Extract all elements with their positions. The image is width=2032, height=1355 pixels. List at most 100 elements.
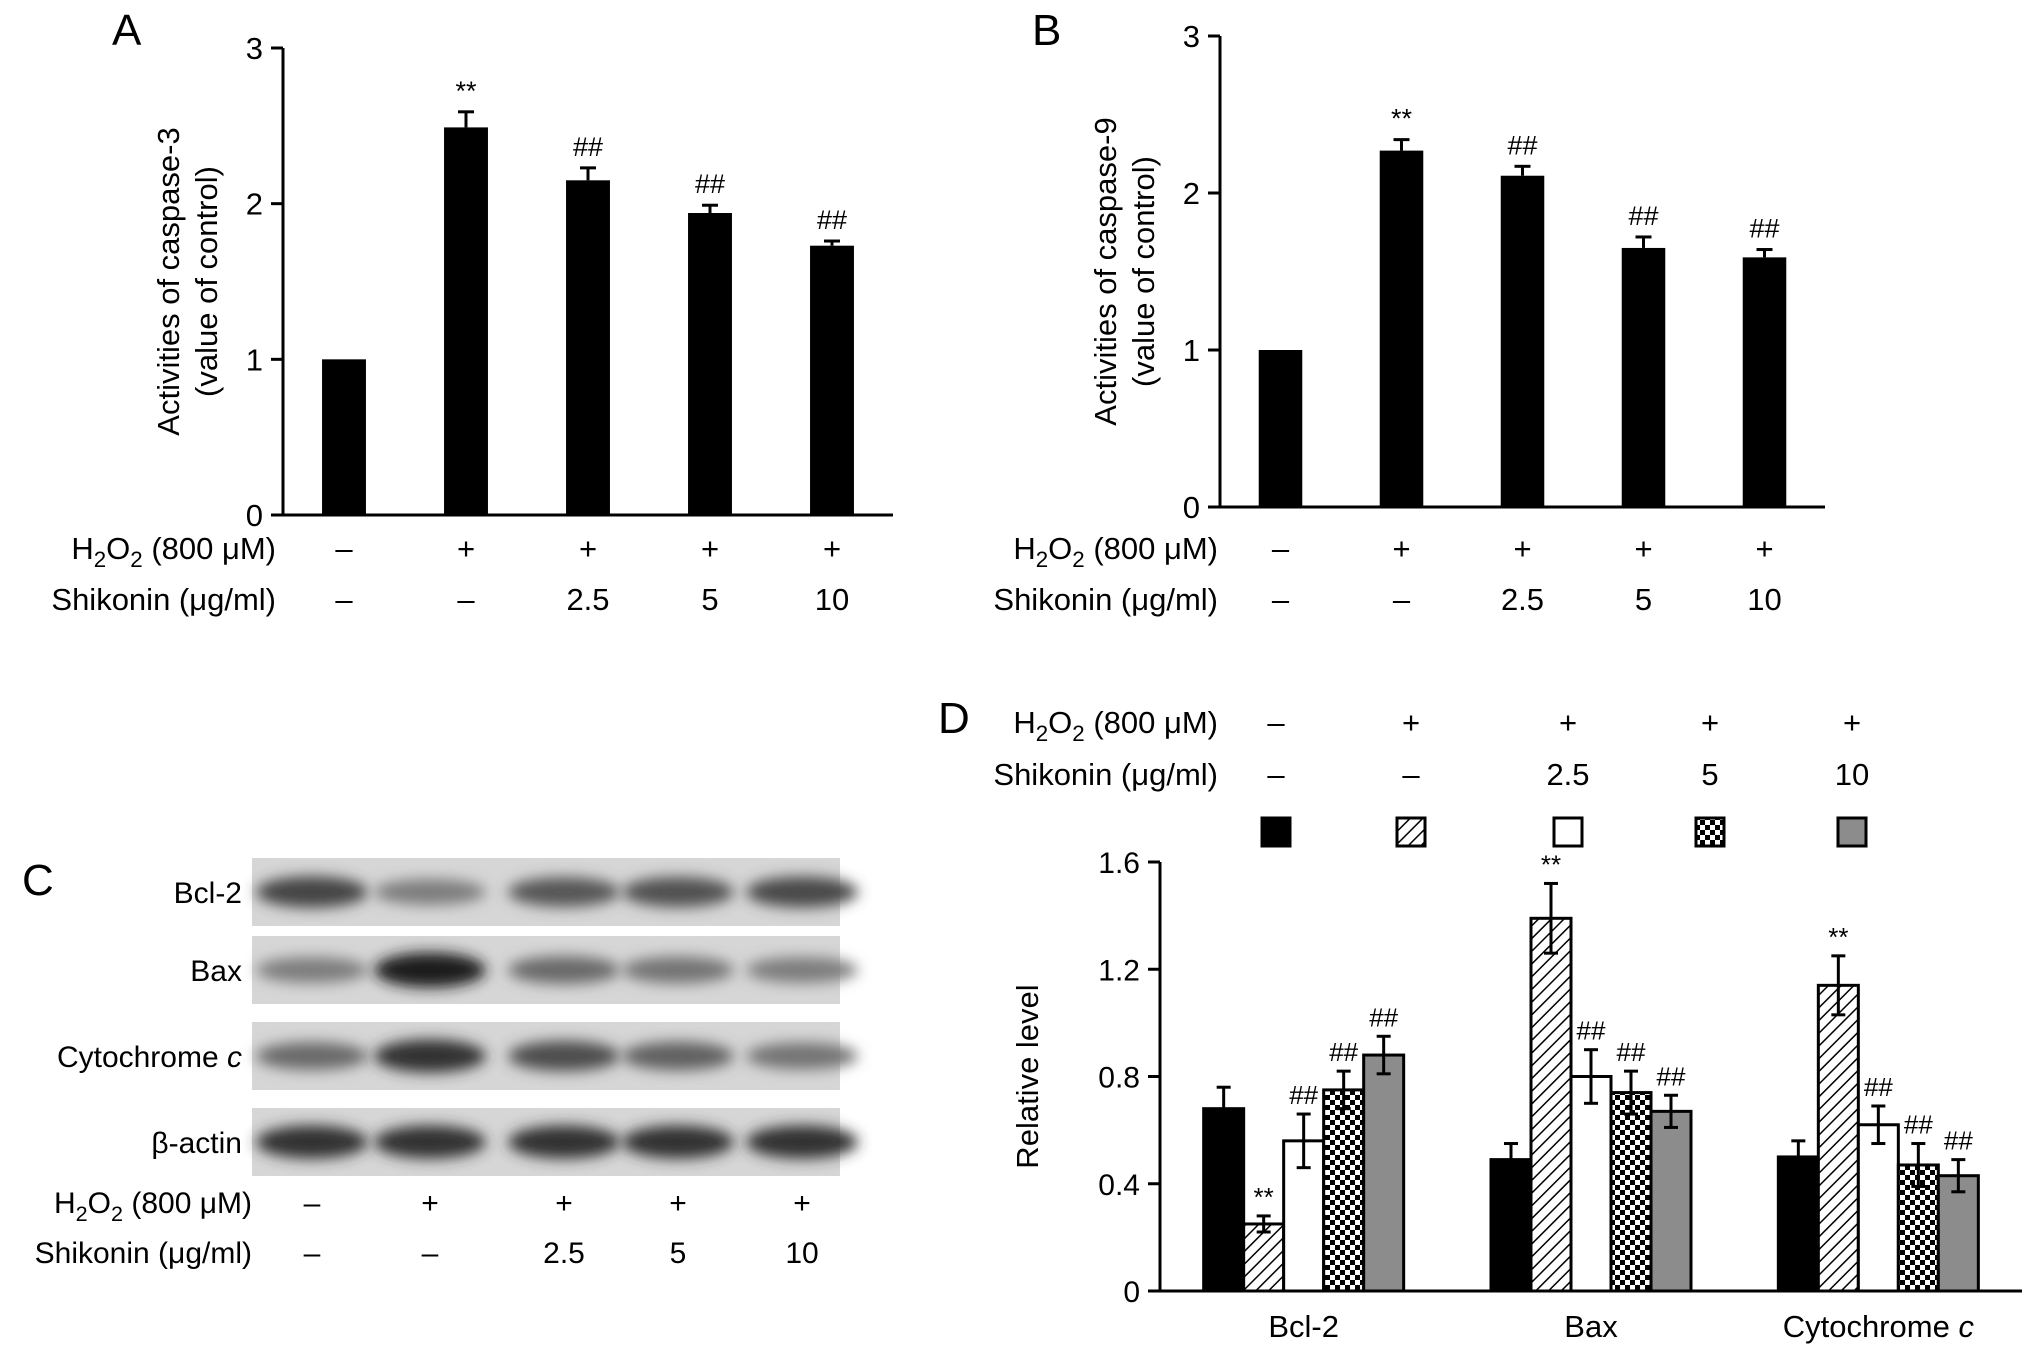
panel-d-bar	[1569, 1075, 1613, 1293]
blot-band	[622, 1125, 734, 1159]
panel-d-y-tick-label: 1.2	[1098, 954, 1140, 987]
panel-d-significance-label: ##	[1944, 1126, 1973, 1156]
blot-band	[508, 1125, 620, 1159]
panel-b-y-tick-label: 3	[1183, 19, 1200, 54]
panel-d-bar	[1489, 1158, 1533, 1293]
panel-d-significance-label: ##	[1577, 1016, 1606, 1046]
panel-c-shikonin-dose: –	[422, 1237, 439, 1270]
panel-d-significance-label: ##	[1289, 1080, 1318, 1110]
panel-d-h2o2-sign: +	[1559, 705, 1577, 740]
panel-d-legend-swatch	[1552, 816, 1584, 848]
panel-b-shikonin-dose: 5	[1635, 582, 1652, 617]
panel-d-bar	[1776, 1155, 1820, 1293]
blot-band	[746, 1042, 858, 1070]
panel-d-significance-label: ##	[1904, 1110, 1933, 1140]
panel-b-h2o2-sign: +	[1513, 531, 1531, 566]
blot-band	[746, 956, 858, 984]
blot-protein-label: Bax	[190, 955, 242, 988]
panel-d-significance-label: ##	[1369, 1002, 1398, 1032]
panel-d-y-tick-label: 1.6	[1098, 847, 1140, 880]
panel-a-y-axis-label: Activities of caspase-3(value of control…	[151, 127, 224, 435]
panel-d-bar	[1322, 1088, 1366, 1293]
panel-a-bar	[810, 245, 854, 516]
blot-band	[508, 877, 620, 907]
blot-band	[374, 1125, 486, 1159]
blot-band	[256, 876, 368, 908]
panel-d-legend-swatch	[1836, 816, 1868, 848]
panel-a-shikonin-dose: –	[335, 582, 353, 617]
panel-a-y-tick-label: 0	[246, 498, 263, 533]
panel-d-h2o2-label: H2O2 (800 μM)	[1013, 705, 1218, 746]
blot-band	[256, 1125, 368, 1159]
blot-band	[374, 1039, 486, 1073]
panel-a-y-tick-label: 2	[246, 187, 263, 222]
panel-b-y-tick-label: 2	[1183, 176, 1200, 211]
panel-d-y-tick-label: 0.8	[1098, 1062, 1140, 1095]
panel-d-significance-label: ##	[1617, 1037, 1646, 1067]
panel-a-bar	[688, 213, 732, 516]
panel-b-bar	[1379, 150, 1424, 508]
panel-b-shikonin-label: Shikonin (μg/ml)	[993, 582, 1218, 617]
panel-label-a: A	[112, 6, 142, 55]
panel-c-shikonin-label: Shikonin (μg/ml)	[35, 1237, 252, 1270]
panel-d-y-tick-label: 0.4	[1098, 1169, 1140, 1202]
panel-b-significance-label: **	[1391, 104, 1413, 134]
panel-d-significance-label: ##	[1329, 1037, 1358, 1067]
panel-b-y-tick-label: 1	[1183, 333, 1200, 368]
panel-a-h2o2-sign: +	[701, 531, 719, 566]
panel-b-significance-label: ##	[1749, 214, 1779, 244]
panel-d-bar	[1202, 1107, 1246, 1293]
panel-d-bar	[1609, 1091, 1653, 1293]
panel-b-shikonin-dose: 2.5	[1501, 582, 1544, 617]
blot-band	[622, 956, 734, 984]
panel-b-chart: 0 1 2 3 Activities of caspase-9(value of con…	[993, 19, 1825, 617]
panel-d-shikonin-dose: –	[1267, 757, 1285, 792]
panel-a-y-tick-label: 1	[246, 342, 263, 377]
panel-b-bar	[1500, 175, 1545, 508]
panel-a-shikonin-dose: 2.5	[566, 582, 609, 617]
panel-d-significance-label: **	[1254, 1182, 1274, 1212]
panel-d-shikonin-dose: –	[1402, 757, 1420, 792]
blot-band	[374, 878, 486, 906]
panel-c-western-blot: Bcl-2 Bax Cytochrome c β-actin H2O2 (800 μM)…	[35, 858, 858, 1270]
panel-d-legend-swatch	[1395, 816, 1427, 848]
blot-band	[256, 956, 368, 984]
panel-c-h2o2-sign: +	[555, 1187, 573, 1220]
panel-d-significance-label: ##	[1864, 1072, 1893, 1102]
panel-d-shikonin-dose: 5	[1701, 757, 1718, 792]
panel-a-bar	[566, 180, 610, 516]
panel-d-shikonin-label: Shikonin (μg/ml)	[993, 757, 1218, 792]
panel-c-h2o2-sign: +	[793, 1187, 811, 1220]
panel-b-y-axis-label: Activities of caspase-9(value of control…	[1088, 117, 1161, 425]
panel-b-bar	[1258, 350, 1303, 507]
panel-label-d: D	[938, 694, 970, 743]
blot-protein-label: β-actin	[151, 1127, 242, 1160]
panel-a-h2o2-sign: +	[457, 531, 475, 566]
panel-b-significance-label: ##	[1628, 201, 1658, 231]
panel-d-h2o2-sign: +	[1402, 705, 1420, 740]
panel-d-bar	[1856, 1123, 1900, 1293]
panel-b-bar	[1742, 257, 1787, 507]
panel-d-bar	[1649, 1109, 1693, 1293]
panel-d-h2o2-sign: +	[1843, 705, 1861, 740]
panel-b-h2o2-sign: +	[1755, 531, 1773, 566]
blot-band	[622, 876, 734, 908]
panel-a-shikonin-dose: –	[457, 582, 475, 617]
panel-d-bar	[1362, 1053, 1406, 1293]
panel-c-h2o2-sign: +	[421, 1187, 439, 1220]
panel-a-h2o2-label: H2O2 (800 μM)	[71, 531, 276, 572]
panel-d-bar	[1242, 1222, 1286, 1293]
panel-b-shikonin-dose: 10	[1747, 582, 1781, 617]
panel-d-significance-label: **	[1541, 849, 1561, 879]
panel-b-shikonin-dose: –	[1272, 582, 1290, 617]
blot-band	[374, 952, 486, 988]
panel-a-h2o2-sign: +	[579, 531, 597, 566]
panel-a-significance-label: ##	[695, 169, 725, 199]
panel-a-h2o2-sign: –	[335, 531, 353, 566]
panel-a-chart: 0 1 2 3 Activities of caspase-3(value of con…	[51, 31, 893, 617]
panel-a-bar	[322, 359, 366, 515]
panel-d-bar	[1816, 983, 1860, 1293]
panel-d-legend-swatch	[1260, 816, 1292, 848]
panel-label-b: B	[1032, 6, 1061, 55]
